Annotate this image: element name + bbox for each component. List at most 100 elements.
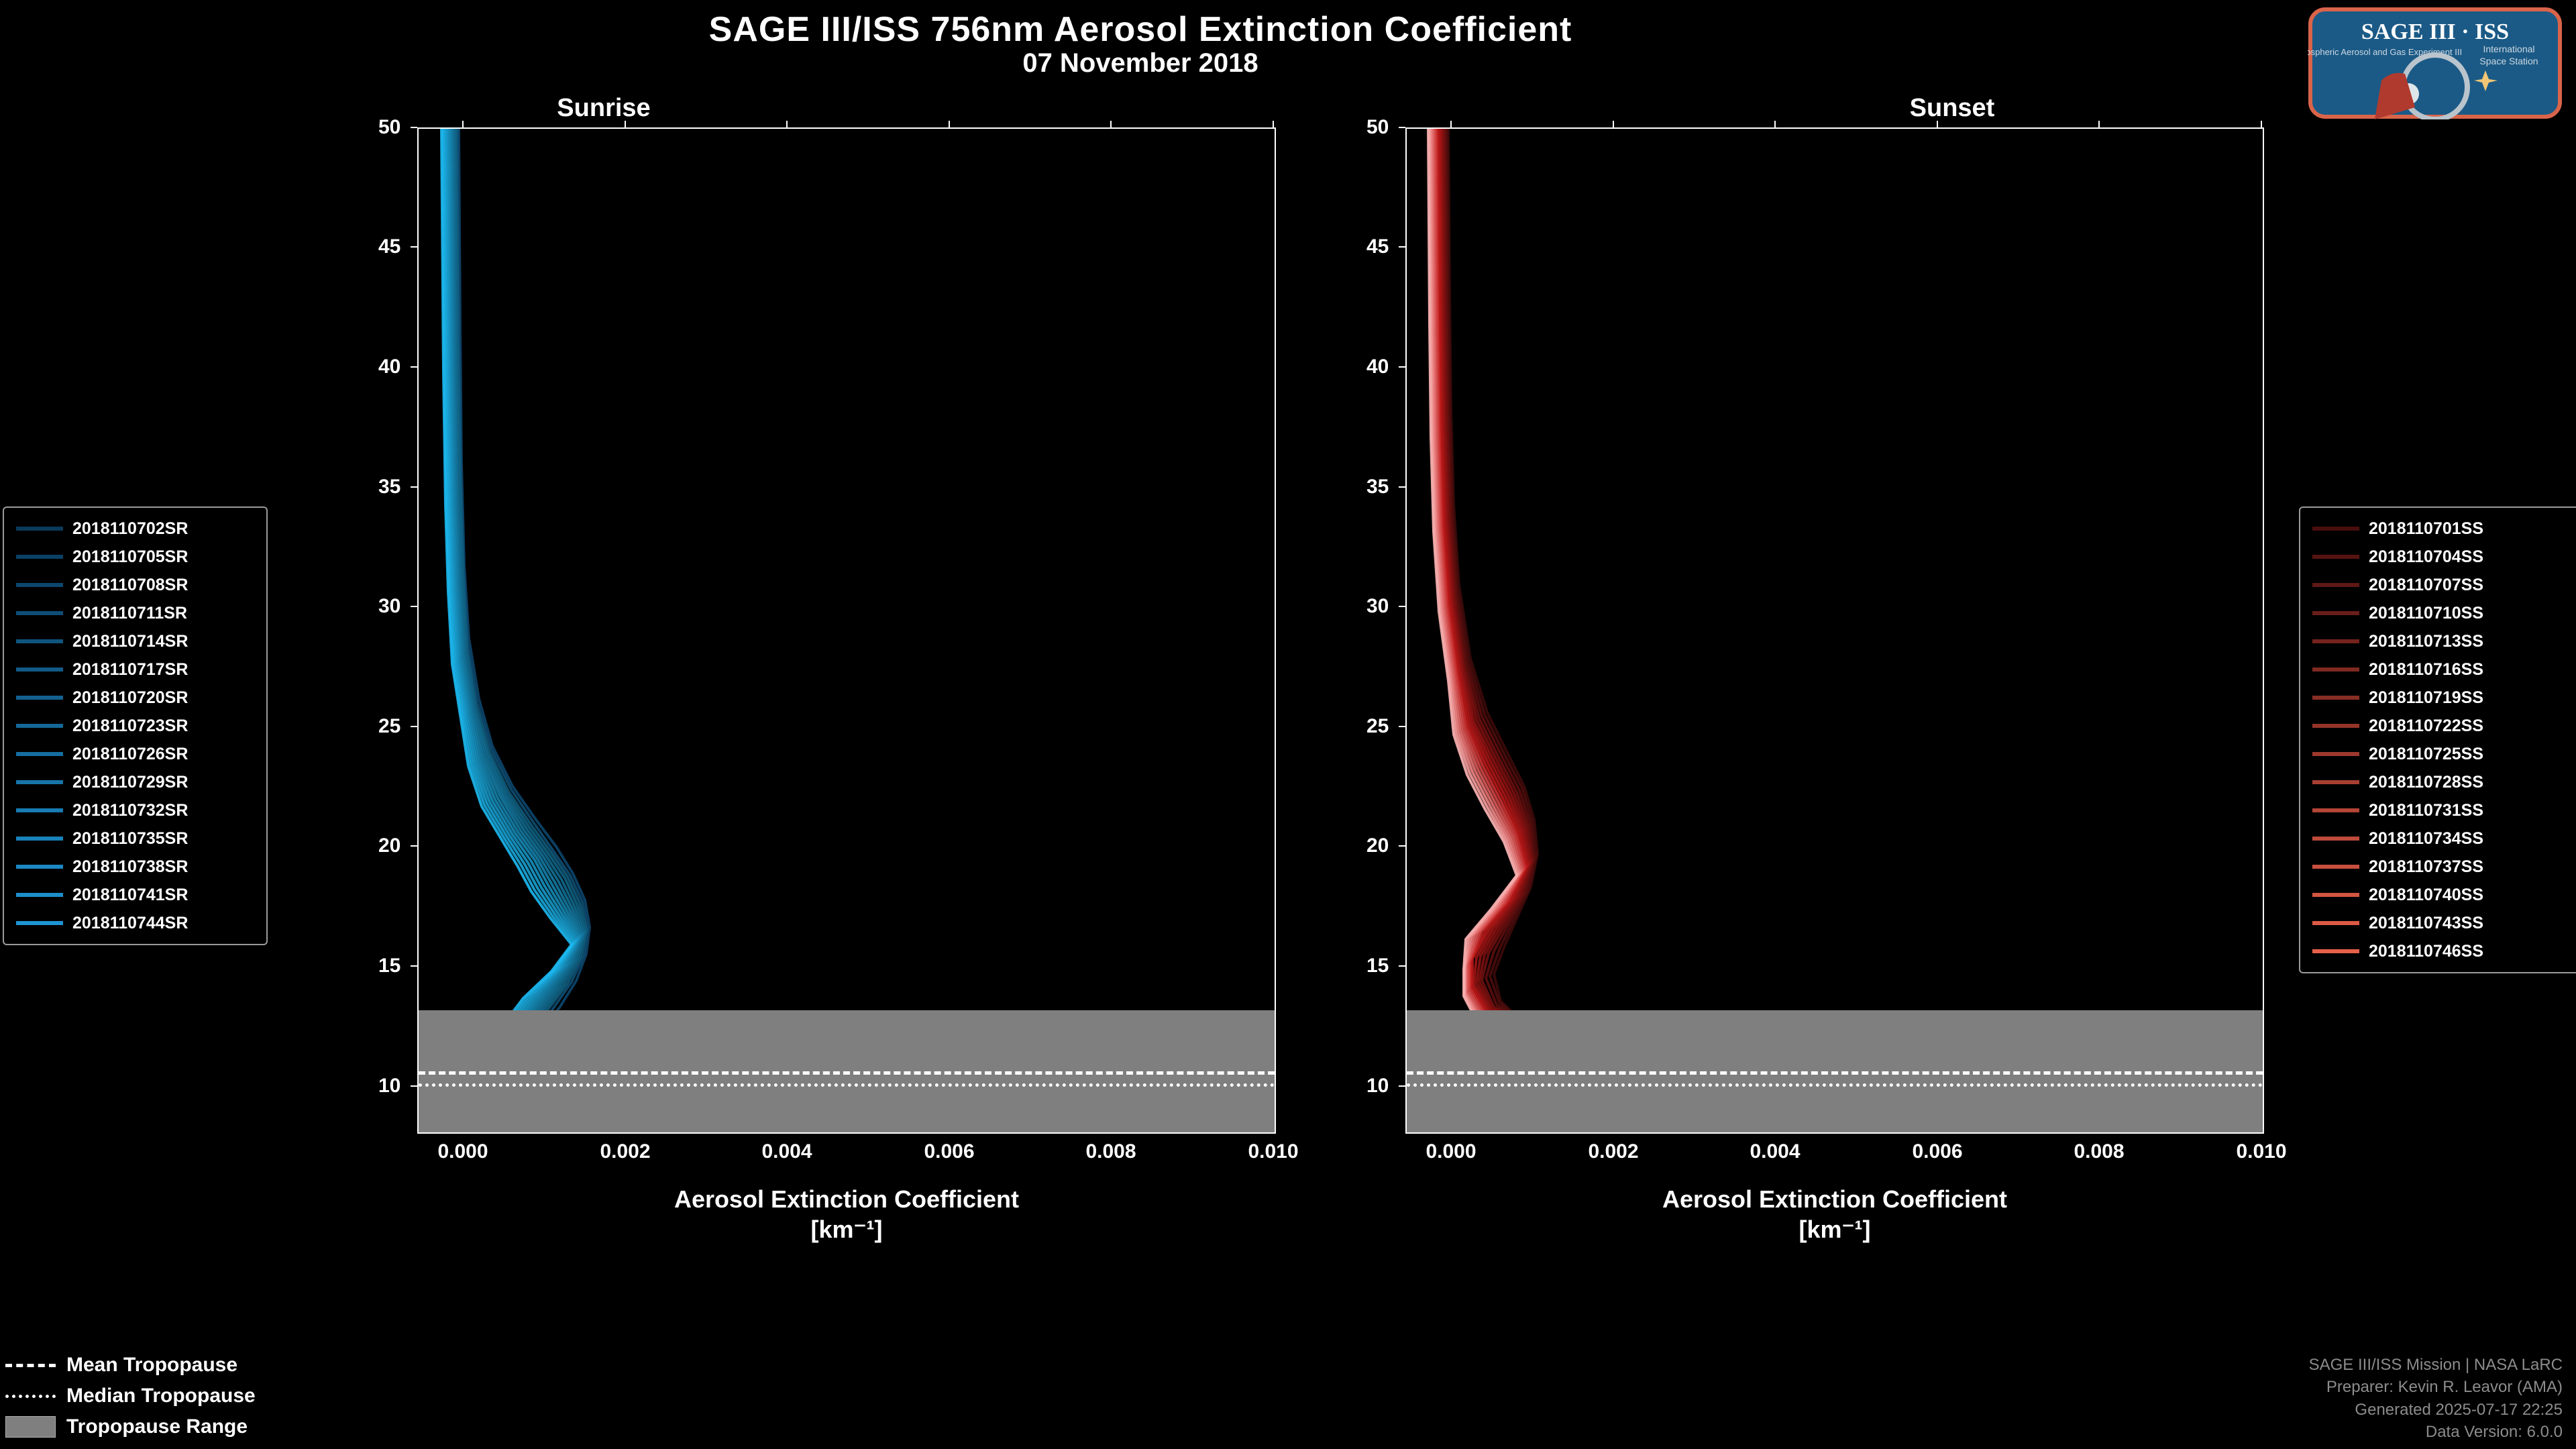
sunset-legend-entry-label: 2018110716SS — [2369, 660, 2483, 680]
sunrise-legend-entry-swatch — [16, 696, 63, 700]
sunrise-legend[interactable]: 2018110702SR 2018110705SR 2018110708SR 2018… — [3, 506, 268, 945]
sunset-legend-entry-label: 2018110740SS — [2369, 885, 2483, 905]
sunset-legend-entry-swatch — [2312, 865, 2359, 869]
sunrise-legend-entry-item[interactable]: 2018110714SR — [16, 627, 254, 655]
sunset-legend-entry-swatch — [2312, 527, 2359, 531]
sunrise-legend-entry-swatch — [16, 921, 63, 925]
sunrise-x-axis-label: Aerosol Extinction Coefficient [km⁻¹] — [417, 1184, 1276, 1244]
median-tropopause-swatch — [5, 1395, 56, 1398]
sunset-legend-entry-item[interactable]: 2018110746SS — [2312, 937, 2576, 965]
sunrise-profile-lines-svg — [419, 129, 1276, 1134]
sunset-legend-entry-label: 2018110728SS — [2369, 773, 2483, 792]
tropopause-range-label: Tropopause Range — [66, 1415, 248, 1438]
sunrise-legend-entry-label: 2018110726SR — [72, 745, 188, 764]
sunrise-legend-entry-item[interactable]: 2018110744SR — [16, 909, 254, 937]
mean-tropopause-key-item[interactable]: Mean Tropopause — [5, 1350, 274, 1381]
sunset-legend-entry-swatch — [2312, 949, 2359, 953]
sunset-legend-entry-item[interactable]: 2018110704SS — [2312, 543, 2576, 571]
sunset-legend-entry-item[interactable]: 2018110731SS — [2312, 796, 2576, 824]
mean-tropopause-line — [419, 1071, 1275, 1075]
sunrise-legend-entry-swatch — [16, 893, 63, 897]
sunrise-legend-entry-item[interactable]: 2018110735SR — [16, 824, 254, 853]
sunset-legend-entry-item[interactable]: 2018110740SS — [2312, 881, 2576, 909]
sunset-legend-entry-swatch — [2312, 611, 2359, 615]
sunset-legend-entry-item[interactable]: 2018110743SS — [2312, 909, 2576, 937]
median-tropopause-line-2 — [1407, 1083, 2263, 1087]
sunset-legend-entry-label: 2018110707SS — [2369, 576, 2483, 595]
sunset-legend-entry-label: 2018110710SS — [2369, 604, 2483, 623]
sunrise-legend-entry-swatch — [16, 724, 63, 728]
sunrise-legend-entry-item[interactable]: 2018110705SR — [16, 543, 254, 571]
sunrise-legend-entry-item[interactable]: 2018110723SR — [16, 712, 254, 740]
sunset-legend-entry-item[interactable]: 2018110701SS — [2312, 515, 2576, 543]
sunset-legend-entry-item[interactable]: 2018110722SS — [2312, 712, 2576, 740]
sunrise-plot-container: Altitude [km] — [417, 127, 1276, 1228]
sunrise-legend-entry-label: 2018110711SR — [72, 604, 187, 623]
tropopause-key[interactable]: Mean Tropopause Median Tropopause Tropop… — [5, 1350, 274, 1442]
sunrise-legend-entry-swatch — [16, 780, 63, 784]
sunrise-legend-entry-item[interactable]: 2018110732SR — [16, 796, 254, 824]
sunrise-legend-entry-item[interactable]: 2018110708SR — [16, 571, 254, 599]
sunset-legend-entry-label: 2018110713SS — [2369, 632, 2483, 651]
sunset-legend-entry-item[interactable]: 2018110734SS — [2312, 824, 2576, 853]
sunrise-legend-entry-swatch — [16, 865, 63, 869]
sunrise-legend-entry-swatch — [16, 527, 63, 531]
sunset-legend[interactable]: 2018110701SS 2018110704SS 2018110707SS 2018… — [2299, 506, 2576, 973]
sunset-legend-entry-item[interactable]: 2018110707SS — [2312, 571, 2576, 599]
sunrise-plot-area[interactable] — [417, 127, 1276, 1134]
mean-tropopause-line-2 — [1407, 1071, 2263, 1075]
sunset-legend-entry-item[interactable]: 2018110713SS — [2312, 627, 2576, 655]
sunrise-legend-entry-label: 2018110744SR — [72, 914, 188, 933]
sunset-legend-entry-swatch — [2312, 808, 2359, 812]
sunrise-legend-entry-item[interactable]: 2018110720SR — [16, 684, 254, 712]
mean-tropopause-label: Mean Tropopause — [66, 1354, 237, 1377]
median-tropopause-key-item[interactable]: Median Tropopause — [5, 1381, 274, 1411]
median-tropopause-line — [419, 1083, 1275, 1087]
sunset-legend-entry-label: 2018110737SS — [2369, 857, 2483, 877]
sunset-legend-entry-label: 2018110746SS — [2369, 942, 2483, 961]
sunrise-legend-entry-swatch — [16, 752, 63, 756]
sunrise-legend-entry-swatch — [16, 583, 63, 587]
logo-title-text: SAGE III · ISS — [2361, 19, 2509, 44]
sunset-legend-entry-label: 2018110701SS — [2369, 519, 2483, 539]
sunset-legend-entry-swatch — [2312, 639, 2359, 643]
sunset-legend-entry-swatch — [2312, 667, 2359, 672]
sunset-legend-entry-item[interactable]: 2018110728SS — [2312, 768, 2576, 796]
sunset-legend-entry-item[interactable]: 2018110737SS — [2312, 853, 2576, 881]
sunrise-legend-entry-label: 2018110738SR — [72, 857, 188, 877]
sunrise-legend-entry-item[interactable]: 2018110711SR — [16, 599, 254, 627]
sunset-legend-entry-swatch — [2312, 752, 2359, 756]
sunrise-legend-entry-swatch — [16, 555, 63, 559]
sunrise-legend-entry-label: 2018110741SR — [72, 885, 188, 905]
sunrise-legend-entry-item[interactable]: 2018110702SR — [16, 515, 254, 543]
sunset-legend-entry-item[interactable]: 2018110716SS — [2312, 655, 2576, 684]
footer-info: SAGE III/ISS Mission | NASA LaRC Prepare… — [2309, 1354, 2563, 1444]
sunset-plot-area[interactable] — [1405, 127, 2264, 1134]
sunrise-legend-entry-swatch — [16, 611, 63, 615]
sunrise-legend-entry-swatch — [16, 639, 63, 643]
tropopause-range-swatch — [5, 1416, 56, 1438]
mean-tropopause-swatch — [5, 1364, 56, 1367]
tropopause-range-key-item[interactable]: Tropopause Range — [5, 1411, 274, 1442]
sunset-x-axis-label: Aerosol Extinction Coefficient [km⁻¹] — [1405, 1184, 2264, 1244]
sunrise-legend-entry-item[interactable]: 2018110726SR — [16, 740, 254, 768]
sunset-panel-label: Sunset — [1650, 94, 2254, 123]
main-title: SAGE III/ISS 756nm Aerosol Extinction Co… — [0, 9, 2281, 50]
sunset-legend-entry-swatch — [2312, 724, 2359, 728]
sunset-legend-entry-swatch — [2312, 837, 2359, 841]
sunset-legend-entry-item[interactable]: 2018110710SS — [2312, 599, 2576, 627]
mission-logo: SAGE III · ISS Stratospheric Aerosol and… — [2308, 7, 2563, 119]
sunset-legend-entry-item[interactable]: 2018110719SS — [2312, 684, 2576, 712]
sunset-legend-entry-label: 2018110722SS — [2369, 716, 2483, 736]
sunset-legend-entry-label: 2018110734SS — [2369, 829, 2483, 849]
sunrise-legend-entry-item[interactable]: 2018110741SR — [16, 881, 254, 909]
sunrise-legend-entry-label: 2018110708SR — [72, 576, 188, 595]
sunset-legend-entry-item[interactable]: 2018110725SS — [2312, 740, 2576, 768]
sunrise-legend-entry-item[interactable]: 2018110729SR — [16, 768, 254, 796]
sunrise-legend-entry-item[interactable]: 2018110717SR — [16, 655, 254, 684]
logo-subtitle-right1-text: International — [2483, 44, 2534, 54]
sunrise-legend-entry-swatch — [16, 837, 63, 841]
sunrise-legend-entry-item[interactable]: 2018110738SR — [16, 853, 254, 881]
sunset-legend-entry-swatch — [2312, 780, 2359, 784]
sunset-legend-entry-label: 2018110719SS — [2369, 688, 2483, 708]
